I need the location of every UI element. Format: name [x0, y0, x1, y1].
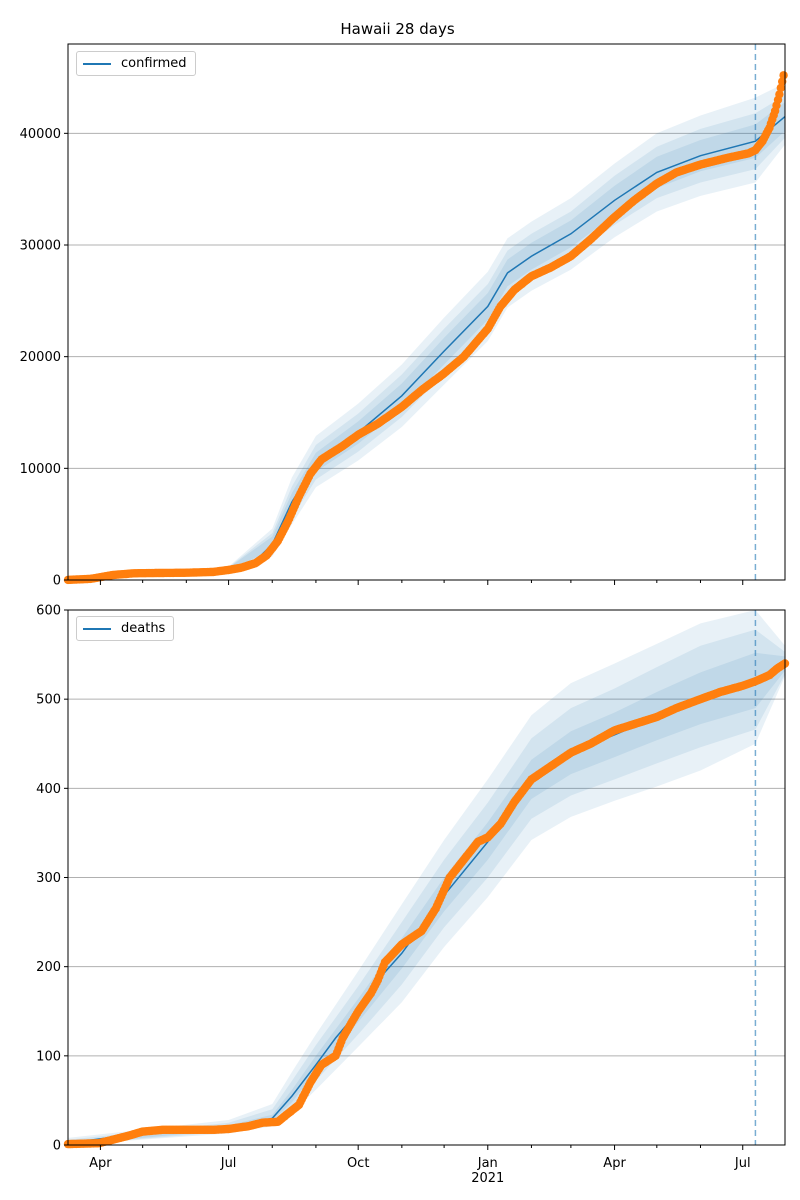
uncertainty-band-outer	[68, 610, 785, 1145]
y-tick-label: 0	[53, 1139, 61, 1154]
x-tick-label: Oct	[347, 1156, 369, 1171]
axes-frame	[67, 43, 786, 581]
observed-point	[778, 77, 787, 86]
x-year-label: 2021	[471, 1171, 504, 1186]
y-tick-label: 20000	[20, 350, 61, 365]
uncertainty-band-mid	[68, 95, 785, 581]
x-tick-label: Apr	[89, 1156, 112, 1171]
observed-point	[779, 71, 788, 80]
confirmed-panel: 0 10000 20000 30000 40000 confirmed	[20, 43, 788, 589]
observed-point	[775, 90, 784, 99]
legend-line-swatch	[83, 62, 111, 65]
y-tick-label: 40000	[20, 127, 61, 142]
y-tick-label: 200	[36, 960, 61, 975]
legend-line-swatch	[83, 627, 111, 630]
x-tick-label: Jul	[734, 1156, 751, 1171]
x-tick-label: Apr	[603, 1156, 626, 1171]
deaths-legend: deaths	[76, 616, 175, 641]
confirmed-legend: confirmed	[76, 51, 196, 76]
y-tick-label: 300	[36, 871, 61, 886]
uncertainty-band-inner	[68, 102, 785, 580]
uncertainty-band-inner	[68, 652, 785, 1145]
y-tick-label: 100	[36, 1049, 61, 1064]
uncertainty-band-mid	[68, 629, 785, 1145]
observed-point	[776, 83, 785, 93]
y-tick-label: 30000	[20, 239, 61, 254]
x-tick-label: Jul	[220, 1156, 237, 1171]
y-tick-label: 0	[53, 574, 61, 589]
y-tick-label: 10000	[20, 462, 61, 477]
x-tick-label: Jan	[477, 1156, 498, 1171]
legend-label-confirmed: confirmed	[121, 56, 187, 71]
legend-label-deaths: deaths	[121, 621, 166, 636]
y-tick-label: 500	[36, 693, 61, 708]
y-tick-label: 600	[36, 604, 61, 619]
confirmed-chart: 0 10000 20000 30000 40000	[20, 43, 788, 589]
chart-title: Hawaii 28 days	[340, 20, 455, 38]
y-tick-label: 400	[36, 782, 61, 797]
